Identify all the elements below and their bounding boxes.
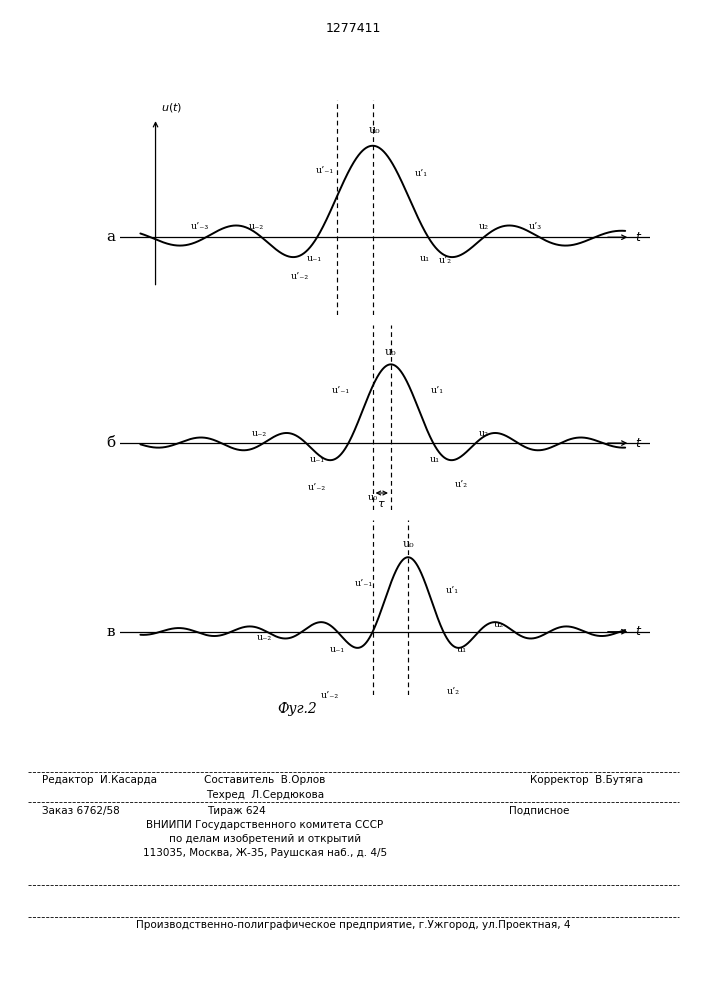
Text: Производственно-полиграфическое предприятие, г.Ужгород, ул.Проектная, 4: Производственно-полиграфическое предприя… — [136, 920, 571, 930]
Text: по делам изобретений и открытий: по делам изобретений и открытий — [169, 834, 361, 844]
Text: u₋₂: u₋₂ — [248, 222, 264, 231]
Text: а: а — [106, 230, 115, 244]
Text: ВНИИПИ Государственного комитета СССР: ВНИИПИ Государственного комитета СССР — [146, 820, 384, 830]
Text: u₋₁: u₋₁ — [329, 645, 345, 654]
Text: $t$: $t$ — [636, 625, 643, 638]
Text: б: б — [106, 436, 115, 450]
Text: u₁: u₁ — [431, 455, 440, 464]
Text: u’₁: u’₁ — [415, 169, 428, 178]
Text: u₋₂: u₋₂ — [257, 633, 271, 642]
Text: Заказ 6762/58: Заказ 6762/58 — [42, 806, 120, 816]
Text: 113035, Москва, Ж-35, Раушская наб., д. 4/5: 113035, Москва, Ж-35, Раушская наб., д. … — [143, 848, 387, 858]
Text: Редактор  И.Касарда: Редактор И.Касарда — [42, 775, 158, 785]
Text: $t$: $t$ — [636, 231, 643, 244]
Text: u’₂: u’₂ — [439, 256, 452, 265]
Text: u’₂: u’₂ — [447, 687, 460, 696]
Text: u₂: u₂ — [479, 429, 489, 438]
Text: u₀: u₀ — [385, 347, 397, 357]
Text: u’₁: u’₁ — [431, 386, 445, 395]
Text: u₁: u₁ — [457, 645, 467, 654]
Text: $\tau$: $\tau$ — [378, 499, 386, 509]
Text: в: в — [107, 625, 115, 639]
Text: u₂: u₂ — [494, 620, 504, 629]
Text: $t$: $t$ — [636, 437, 643, 450]
Text: Подписное: Подписное — [509, 806, 569, 816]
Text: u₀: u₀ — [402, 539, 414, 549]
Text: u’₋₁: u’₋₁ — [354, 579, 373, 588]
Text: u’₃: u’₃ — [530, 222, 542, 231]
Text: u’₋₂: u’₋₂ — [291, 272, 309, 281]
Text: u₋₁: u₋₁ — [307, 254, 322, 263]
Text: u’₋₂: u’₋₂ — [321, 691, 339, 700]
Text: u’₋₁: u’₋₁ — [316, 166, 334, 175]
Text: u’₋₁: u’₋₁ — [332, 386, 351, 395]
Text: u₋₁: u₋₁ — [310, 455, 325, 464]
Text: u₂: u₂ — [479, 222, 489, 231]
Text: u’₋₃: u’₋₃ — [191, 222, 209, 231]
Text: u₀: u₀ — [369, 125, 380, 135]
Text: u₋₂: u₋₂ — [252, 429, 267, 438]
Text: $u(t)$: $u(t)$ — [160, 101, 182, 114]
Text: u’₁: u’₁ — [445, 586, 459, 595]
Text: u’₋₂: u’₋₂ — [308, 483, 326, 492]
Text: u₀: u₀ — [368, 493, 378, 502]
Text: u₁: u₁ — [420, 254, 431, 263]
Text: Корректор  В.Бутяга: Корректор В.Бутяга — [530, 775, 643, 785]
Text: Фуг.2: Фуг.2 — [277, 702, 317, 716]
Text: Тираж 624: Тираж 624 — [207, 806, 267, 816]
Text: 1277411: 1277411 — [326, 22, 381, 35]
Text: u’₂: u’₂ — [455, 480, 468, 489]
Text: Техред  Л.Сердюкова: Техред Л.Сердюкова — [206, 790, 325, 800]
Text: Составитель  В.Орлов: Составитель В.Орлов — [204, 775, 326, 785]
